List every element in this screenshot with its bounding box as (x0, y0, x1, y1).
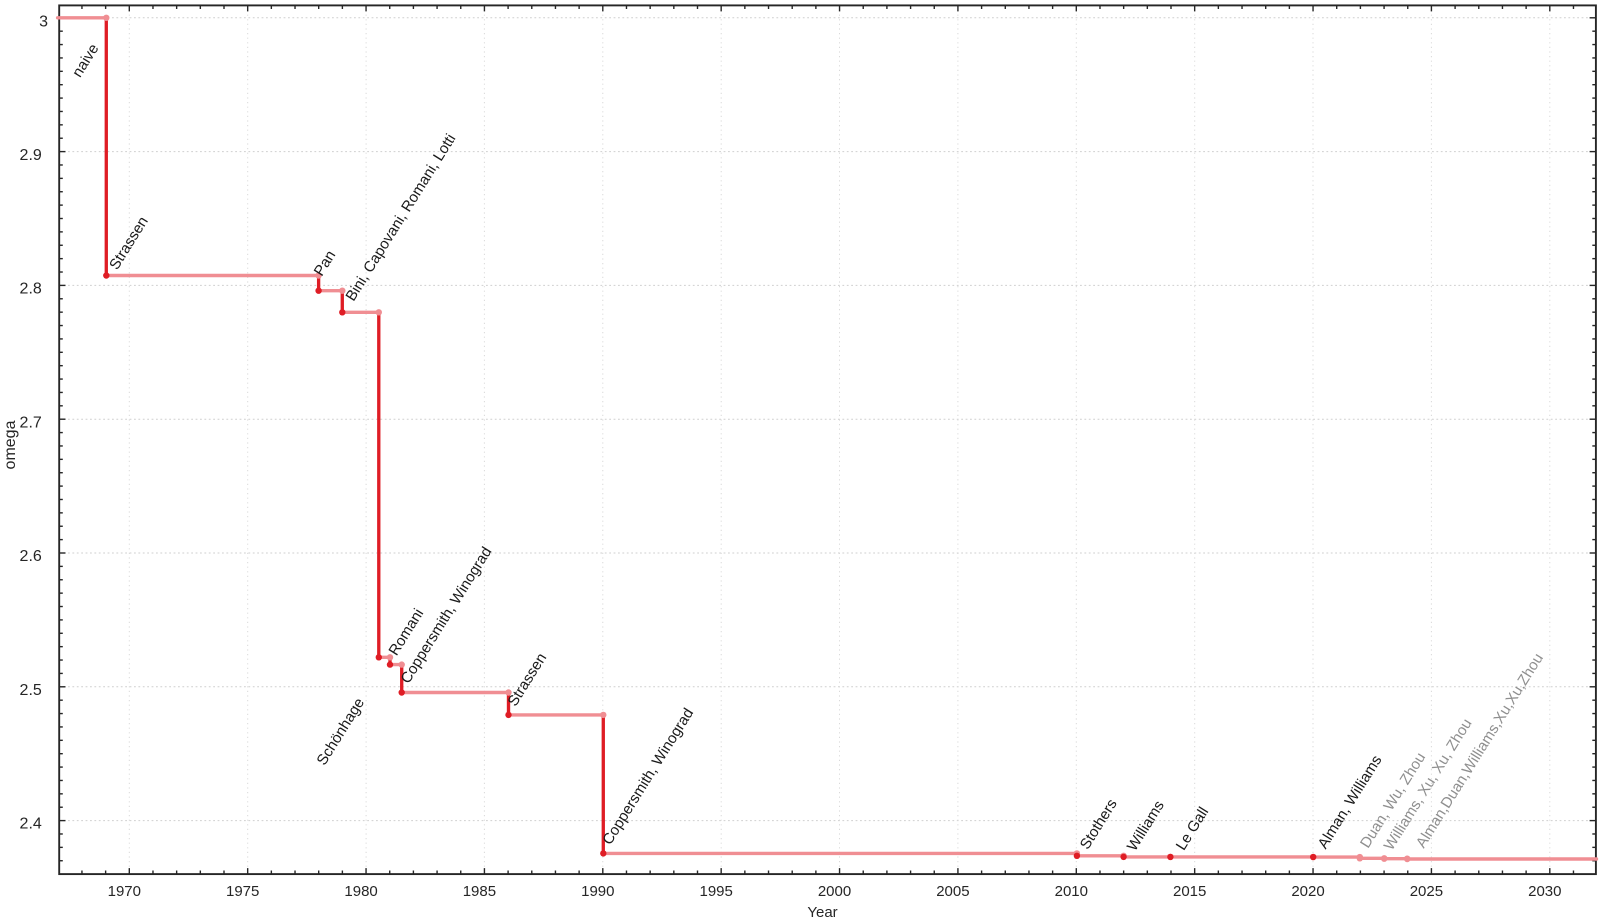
svg-text:2010: 2010 (1055, 883, 1088, 900)
svg-text:3: 3 (39, 14, 48, 31)
svg-text:2.7: 2.7 (20, 414, 42, 431)
svg-text:1985: 1985 (463, 883, 496, 900)
svg-text:2000: 2000 (818, 883, 851, 900)
svg-text:2015: 2015 (1173, 883, 1206, 900)
svg-text:2.6: 2.6 (20, 548, 42, 565)
svg-text:Year: Year (807, 904, 837, 920)
svg-text:2005: 2005 (936, 883, 969, 900)
svg-text:2030: 2030 (1528, 883, 1561, 900)
svg-text:omega: omega (2, 420, 19, 469)
svg-text:2.8: 2.8 (20, 281, 42, 298)
svg-text:1990: 1990 (581, 883, 614, 900)
svg-text:2.4: 2.4 (20, 816, 42, 833)
svg-text:2.5: 2.5 (20, 682, 42, 699)
svg-text:1970: 1970 (108, 883, 141, 900)
svg-text:2025: 2025 (1410, 883, 1443, 900)
svg-text:2020: 2020 (1291, 883, 1324, 900)
svg-text:2.9: 2.9 (20, 147, 42, 164)
svg-text:1980: 1980 (344, 883, 377, 900)
svg-text:1995: 1995 (700, 883, 733, 900)
svg-text:1975: 1975 (226, 883, 259, 900)
